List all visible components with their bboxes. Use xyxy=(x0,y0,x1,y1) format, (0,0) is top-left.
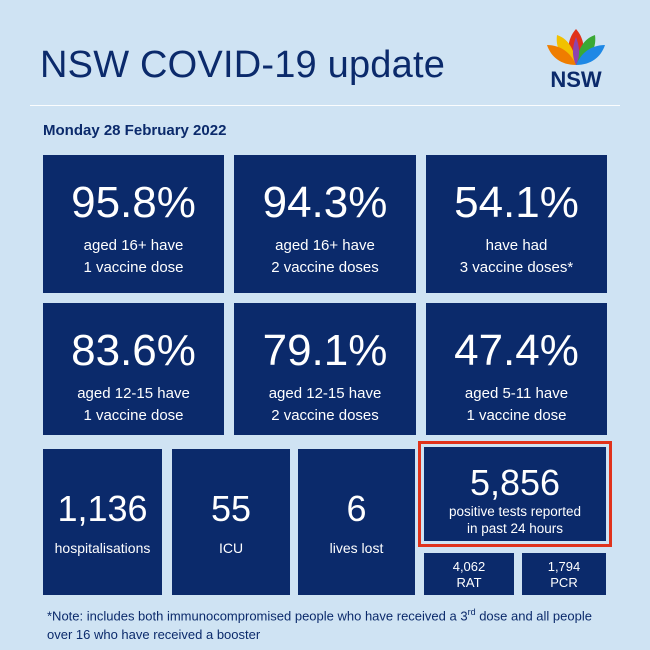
tile-caption: aged 5-11 have 1 vaccine dose xyxy=(426,383,607,427)
footnote-superscript: rd xyxy=(467,607,476,617)
caption-line: 3 vaccine doses* xyxy=(459,259,574,276)
caption-line: 1 vaccine dose xyxy=(83,407,184,424)
header-divider xyxy=(30,105,620,106)
rat-label: RAT xyxy=(456,575,482,590)
caption-line: positive tests reported xyxy=(448,504,582,519)
tile-vacc-16-dose1: 95.8% aged 16+ have 1 vaccine dose xyxy=(43,155,224,293)
tile-rat: 4,062 RAT xyxy=(424,553,514,595)
tile-hospitalisations: 1,136 hospitalisations xyxy=(43,449,162,595)
tile-caption: aged 12-15 have 2 vaccine doses xyxy=(234,383,416,427)
caption-line: aged 12-15 have xyxy=(77,385,190,402)
caption-line: have had xyxy=(485,237,548,254)
tile-vacc-12-15-dose2: 79.1% aged 12-15 have 2 vaccine doses xyxy=(234,303,416,435)
tile-vacc-12-15-dose1: 83.6% aged 12-15 have 1 vaccine dose xyxy=(43,303,224,435)
page-title: NSW COVID-19 update xyxy=(40,44,446,86)
footnote: *Note: includes both immunocompromised p… xyxy=(47,603,617,644)
tile-caption: aged 12-15 have 1 vaccine dose xyxy=(43,383,224,427)
footnote-text: *Note: includes both immunocompromised p… xyxy=(47,608,468,624)
report-date: Monday 28 February 2022 xyxy=(43,122,227,139)
tile-icu: 55 ICU xyxy=(172,449,290,595)
waratah-flower-icon xyxy=(547,29,605,65)
highlight-border xyxy=(418,441,612,547)
pcr-label: PCR xyxy=(550,575,578,590)
footnote-text: dose and all people over 16 who have rec… xyxy=(47,608,592,643)
tile-value: 95.8% xyxy=(71,178,196,227)
tile-pcr: 1,794 PCR xyxy=(522,553,606,595)
caption-line: 1 vaccine dose xyxy=(83,259,184,276)
tile-value: 1,136 xyxy=(57,488,148,529)
rat-value: 4,062 xyxy=(452,559,486,574)
tile-value: 79.1% xyxy=(262,326,388,375)
tile-vacc-16-dose2: 94.3% aged 16+ have 2 vaccine doses xyxy=(234,155,416,293)
caption-line: 2 vaccine doses xyxy=(271,259,379,276)
tile-value: 5,856 xyxy=(469,462,561,503)
caption-line: aged 16+ have xyxy=(83,237,184,254)
tile-value: 47.4% xyxy=(454,326,579,375)
tile-value: 83.6% xyxy=(71,326,196,375)
tile-caption: hospitalisations xyxy=(54,540,151,556)
caption-line: aged 12-15 have xyxy=(268,385,382,402)
tile-caption: aged 16+ have 1 vaccine dose xyxy=(43,235,224,279)
tile-value: 6 xyxy=(346,488,367,529)
tile-value: 55 xyxy=(210,488,252,529)
tile-vacc-5-11-dose1: 47.4% aged 5-11 have 1 vaccine dose xyxy=(426,303,607,435)
caption-line: 1 vaccine dose xyxy=(466,407,567,424)
nsw-logo: NSW xyxy=(545,25,607,97)
caption-line: aged 5-11 have xyxy=(464,385,569,402)
tile-caption: lives lost xyxy=(329,540,384,556)
tile-lives-lost: 6 lives lost xyxy=(298,449,415,595)
tile-positive-tests: 5,856 positive tests reported in past 24… xyxy=(424,447,606,541)
pcr-value: 1,794 xyxy=(547,559,581,574)
tile-vacc-dose3: 54.1% have had 3 vaccine doses* xyxy=(426,155,607,293)
caption-line: 2 vaccine doses xyxy=(271,407,379,424)
tile-caption: aged 16+ have 2 vaccine doses xyxy=(234,235,416,279)
tile-value: 54.1% xyxy=(454,178,579,227)
caption-line: aged 16+ have xyxy=(275,237,375,254)
tile-value: 94.3% xyxy=(262,178,388,227)
tile-caption: ICU xyxy=(218,540,244,556)
tile-caption: positive tests reported in past 24 hours xyxy=(424,503,606,537)
logo-text: NSW xyxy=(550,67,602,92)
caption-line: in past 24 hours xyxy=(466,521,564,536)
tile-caption: have had 3 vaccine doses* xyxy=(426,235,607,279)
